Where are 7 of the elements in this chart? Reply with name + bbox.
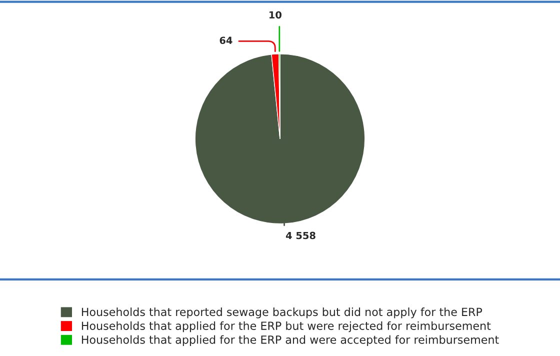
legend-label: Households that applied for the ERP and were accepted for reimbursement [82,335,499,346]
data-label: 10 [270,11,282,19]
legend-label: Households that reported sewage backups but did not apply for the ERP [82,308,482,318]
legend-label: Households that applied for the ERP but were rejected for reimbursement [82,321,491,332]
data-label: 64 [220,36,232,44]
pie-slice [194,54,366,224]
data-label: 4 558 [286,232,316,240]
